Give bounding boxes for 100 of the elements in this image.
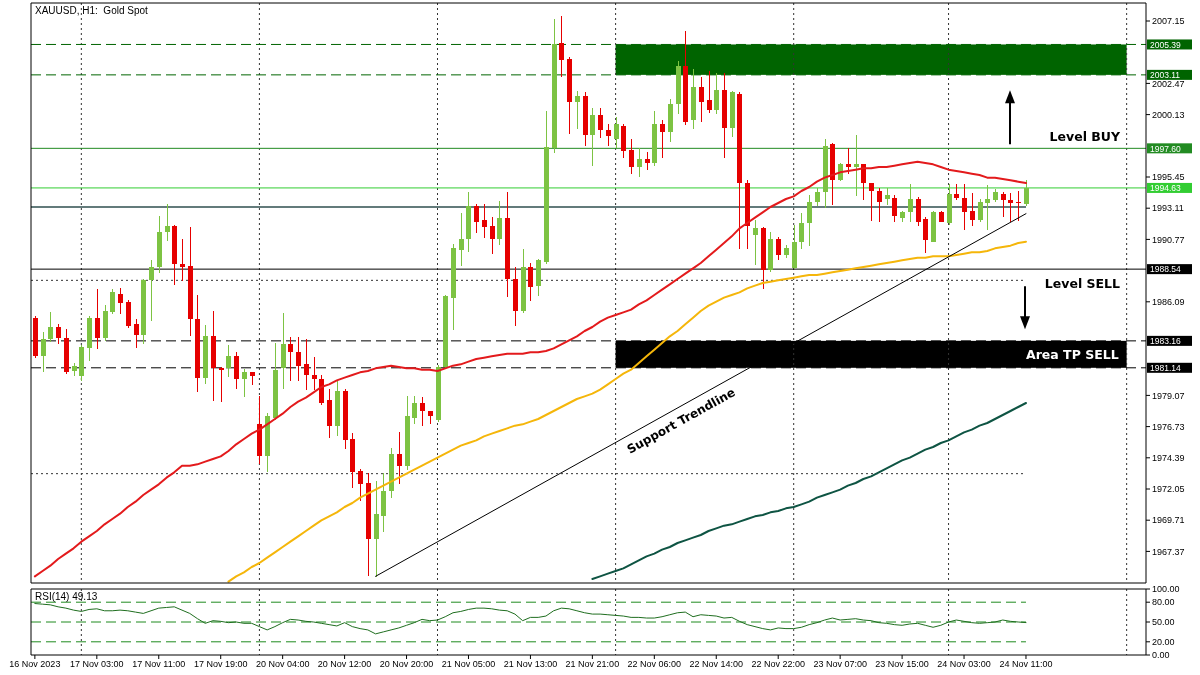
x-tick-label: 16 Nov 2023 xyxy=(9,659,61,670)
band-label: Area TP SELL xyxy=(1026,346,1119,362)
x-tick-label: 24 Nov 03:00 xyxy=(937,659,991,670)
candlestick xyxy=(474,203,479,234)
candlestick xyxy=(226,344,231,378)
candlestick xyxy=(281,312,286,390)
candlestick xyxy=(877,187,882,223)
x-tick-label: 24 Nov 11:00 xyxy=(999,659,1053,670)
candlestick xyxy=(629,138,634,175)
candlestick xyxy=(110,288,115,315)
candlestick xyxy=(590,107,595,167)
candlestick xyxy=(219,366,224,403)
candlestick xyxy=(575,90,580,130)
candlestick xyxy=(41,331,46,372)
candlestick xyxy=(95,288,100,350)
y-tick-label: 20.00 xyxy=(1152,636,1175,647)
line-series xyxy=(33,160,1027,578)
y-tick-label: 1967.37 xyxy=(1152,546,1185,557)
candlestick xyxy=(776,236,781,260)
candlestick xyxy=(753,219,758,266)
ref-line-label: 1994.63 xyxy=(1150,183,1181,194)
ref-line-label: 1997.60 xyxy=(1150,143,1181,154)
candlestick xyxy=(482,203,487,239)
candlestick xyxy=(459,212,464,267)
candlestick xyxy=(165,203,170,242)
candlestick xyxy=(985,184,990,231)
line-series xyxy=(227,240,1027,583)
ref-line-label: 1983.16 xyxy=(1150,336,1181,347)
candlestick xyxy=(970,192,975,227)
x-tick-label: 20 Nov 20:00 xyxy=(379,659,434,670)
x-tick-label: 22 Nov 22:00 xyxy=(751,659,805,670)
annotation: Level SELL xyxy=(1044,276,1121,292)
candlestick xyxy=(799,212,804,250)
candlestick xyxy=(234,351,239,390)
y-tick-label: 1972.05 xyxy=(1152,484,1185,495)
ref-line-label: 2003.11 xyxy=(1150,70,1181,81)
candlestick xyxy=(923,216,928,254)
x-tick-label: 22 Nov 14:00 xyxy=(689,659,744,670)
candlestick xyxy=(854,134,859,196)
candlestick xyxy=(412,395,417,424)
y-tick-label: 2007.15 xyxy=(1152,16,1185,27)
y-tick-label: 1995.45 xyxy=(1152,172,1185,183)
y-tick-label: 80.00 xyxy=(1152,597,1175,608)
x-tick-label: 23 Nov 15:00 xyxy=(875,659,929,670)
x-tick-label: 22 Nov 06:00 xyxy=(627,659,682,670)
x-tick-label: 20 Nov 12:00 xyxy=(317,659,372,670)
candlestick xyxy=(180,238,185,282)
candlestick xyxy=(606,123,611,147)
line-series xyxy=(34,603,1027,635)
y-tick-label: 1969.71 xyxy=(1152,515,1185,526)
x-tick-label: 17 Nov 11:00 xyxy=(132,659,186,670)
y-tick-label: 2000.13 xyxy=(1152,109,1185,120)
candlestick xyxy=(242,368,247,398)
x-tick-label: 17 Nov 03:00 xyxy=(70,659,124,670)
candlestick xyxy=(288,336,293,382)
candlestick xyxy=(312,356,317,391)
candlestick xyxy=(962,183,967,231)
candlestick xyxy=(358,468,363,502)
candlestick xyxy=(699,76,704,123)
x-tick-label: 23 Nov 07:00 xyxy=(813,659,867,670)
candlestick xyxy=(861,163,866,200)
candlestick xyxy=(118,287,123,315)
candlestick xyxy=(497,200,502,246)
y-tick-label: 1974.39 xyxy=(1152,452,1185,463)
annotation: Level BUY xyxy=(1049,129,1121,145)
candlestick xyxy=(420,396,425,427)
candlestick xyxy=(149,259,154,322)
candlestick xyxy=(48,311,53,343)
y-tick-label: 1993.11 xyxy=(1152,203,1184,214)
candlestick xyxy=(598,107,603,139)
candlestick xyxy=(528,262,533,302)
candlestick xyxy=(1001,191,1006,218)
candlestick xyxy=(807,194,812,247)
candlestick xyxy=(296,336,301,382)
candlestick xyxy=(1024,179,1029,207)
y-tick-label: 1979.07 xyxy=(1152,390,1185,401)
candlestick xyxy=(660,119,665,159)
y-tick-label: 1976.73 xyxy=(1152,421,1185,432)
candlestick xyxy=(815,187,820,207)
candlestick xyxy=(869,182,874,222)
y-tick-label: 1986.09 xyxy=(1152,296,1185,307)
candlestick xyxy=(637,147,642,178)
candlestick xyxy=(892,194,897,223)
y-tick-label: 2002.47 xyxy=(1152,78,1185,89)
candlestick xyxy=(319,374,324,406)
ref-line-label: 2005.39 xyxy=(1150,39,1181,50)
y-tick-label: 0.00 xyxy=(1152,650,1170,661)
candlestick xyxy=(707,70,712,114)
candlestick xyxy=(846,147,851,175)
x-tick-label: 20 Nov 04:00 xyxy=(255,659,310,670)
candlestick xyxy=(304,338,309,391)
candlestick xyxy=(490,216,495,255)
y-tick-label: 100.00 xyxy=(1152,584,1180,595)
candlestick xyxy=(1008,192,1013,223)
y-tick-label: 1990.77 xyxy=(1152,234,1185,245)
chart-title: RSI(14) 49.13 xyxy=(35,591,98,602)
candlestick xyxy=(126,299,131,328)
candlestick xyxy=(916,196,921,227)
ref-line-label: 1981.14 xyxy=(1150,363,1181,373)
y-tick-label: 50.00 xyxy=(1152,617,1175,628)
